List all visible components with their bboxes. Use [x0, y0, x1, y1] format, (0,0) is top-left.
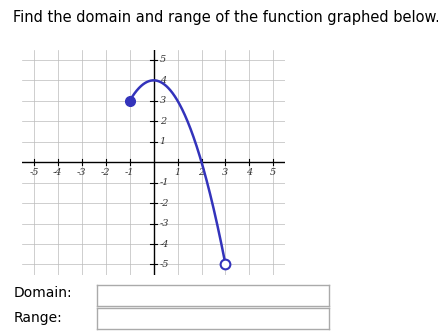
Text: 3: 3	[159, 96, 166, 105]
Text: -5: -5	[29, 168, 39, 177]
Text: 5: 5	[270, 168, 276, 177]
Text: 3: 3	[222, 168, 228, 177]
Text: 4: 4	[159, 76, 166, 85]
Text: 2: 2	[159, 117, 166, 126]
Text: 4: 4	[246, 168, 252, 177]
Text: -3: -3	[159, 219, 169, 228]
Text: Range:: Range:	[13, 311, 62, 325]
Text: 2: 2	[198, 168, 204, 177]
Text: -3: -3	[77, 168, 86, 177]
Text: 5: 5	[159, 55, 166, 65]
Text: Domain:: Domain:	[13, 286, 72, 300]
Text: 1: 1	[159, 137, 166, 146]
Text: -1: -1	[159, 178, 169, 187]
Text: -1: -1	[125, 168, 134, 177]
Text: -2: -2	[101, 168, 110, 177]
Text: -4: -4	[159, 240, 169, 249]
Text: -2: -2	[159, 199, 169, 208]
Text: Find the domain and range of the function graphed below.: Find the domain and range of the functio…	[13, 10, 438, 25]
Text: -5: -5	[159, 260, 169, 269]
Text: 1: 1	[174, 168, 180, 177]
Text: -4: -4	[53, 168, 63, 177]
